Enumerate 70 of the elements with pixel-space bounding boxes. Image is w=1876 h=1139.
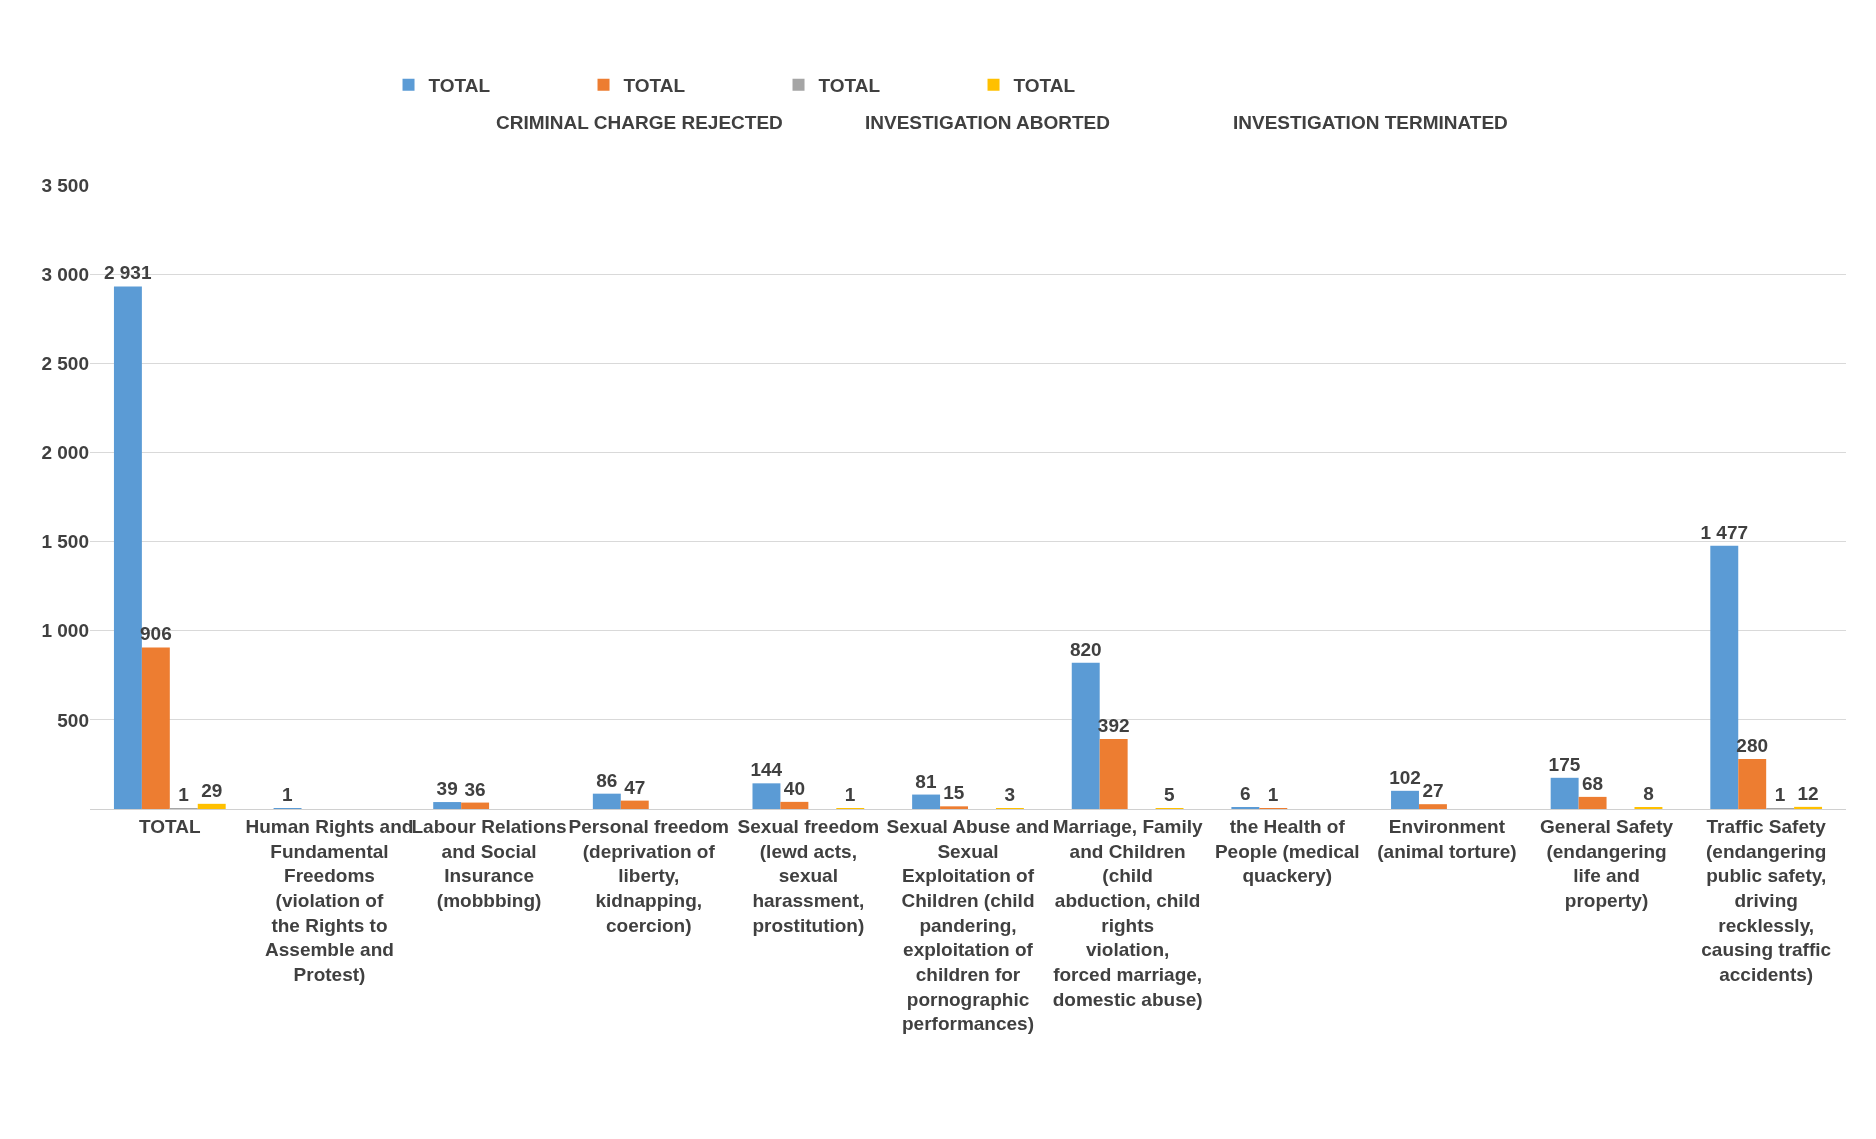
text: INVESTIGATION TERMINATED xyxy=(1233,112,1508,133)
data-label: 1 xyxy=(178,784,190,805)
data-label: 81 xyxy=(915,770,937,792)
category-label: Sexual Abuse and Sexual Exploitation of Children (child pandering, exploitation of children for pornographic performances) xyxy=(886,815,1050,1035)
bar xyxy=(1418,804,1447,809)
y-tick-label: 3 500 xyxy=(41,174,89,196)
bar xyxy=(592,793,621,809)
bar xyxy=(1071,662,1100,809)
bar xyxy=(113,286,142,809)
bar xyxy=(1391,790,1419,809)
y-tick-label: 2 500 xyxy=(41,352,89,374)
y-tick-label: 3 000 xyxy=(41,263,89,285)
data-label: 1 477 xyxy=(1700,521,1749,543)
data-label: 47 xyxy=(624,776,646,798)
text: INVESTIGATION ABORTED xyxy=(865,112,1110,133)
bar xyxy=(1738,759,1767,809)
y-tick-label: 2 000 xyxy=(41,442,89,464)
data-label: 1 xyxy=(1267,784,1279,805)
data-label: 820 xyxy=(1069,638,1102,660)
data-label: 8 xyxy=(1643,783,1654,804)
data-label: 29 xyxy=(201,779,223,801)
bar xyxy=(1578,796,1607,809)
x-tick-label: Marriage, Family and Children (child abduction, child rights violation, forced marriage, domestic abuse) xyxy=(1052,815,1204,1010)
bar xyxy=(780,801,809,809)
data-label: 40 xyxy=(783,777,805,799)
bar xyxy=(433,802,462,809)
x-tick-label: Sexual freedom (lewd acts, sexual harassment, prostitution) xyxy=(737,815,880,936)
bar xyxy=(620,800,649,809)
x-tick-label: Environment (animal torture) xyxy=(1377,815,1517,862)
data-label: 1 xyxy=(1774,784,1786,805)
bar xyxy=(1710,545,1739,809)
data-label: 39 xyxy=(436,778,458,800)
bar xyxy=(752,783,781,809)
y-tick-label: 500 xyxy=(57,709,89,731)
x-tick-label: Personal freedom (deprivation of liberty, kidnapping, coercion) xyxy=(568,815,729,936)
y-tick-label: 1 000 xyxy=(41,620,89,642)
data-label: 144 xyxy=(750,759,783,781)
data-label: 102 xyxy=(1389,766,1421,788)
data-label: 68 xyxy=(1582,772,1604,794)
y-tick-label: 1 500 xyxy=(41,531,89,553)
bar xyxy=(197,803,226,809)
bar xyxy=(912,794,941,809)
bar xyxy=(1099,739,1128,809)
x-tick-label: Traffic Safety (endangering public safety, driving recklessly, causing traffic accidents) xyxy=(1701,815,1832,985)
bar xyxy=(141,647,170,809)
bar xyxy=(940,806,968,809)
text: CRIMINAL CHARGE REJECTED xyxy=(496,112,783,133)
data-label: 27 xyxy=(1422,780,1444,802)
x-tick-label: TOTAL xyxy=(139,815,201,837)
bar xyxy=(461,802,490,809)
x-tick-label: Labour Relations and Social Insurance (mobbbing) xyxy=(411,815,567,911)
data-label: 1 xyxy=(282,784,294,805)
data-label: 15 xyxy=(943,782,965,804)
data-label: 36 xyxy=(464,778,486,800)
data-label: 5 xyxy=(1164,784,1176,805)
data-label: 12 xyxy=(1797,782,1819,804)
data-label: 2 931 xyxy=(103,262,152,284)
x-tick-label: General Safety (endangering life and property) xyxy=(1540,815,1674,911)
data-label: 6 xyxy=(1240,783,1251,804)
data-label: 175 xyxy=(1548,753,1581,775)
legend-label: TOTAL xyxy=(623,75,686,97)
data-label: 3 xyxy=(1004,784,1016,805)
legend-label: TOTAL xyxy=(818,75,881,97)
bar xyxy=(1550,777,1579,809)
legend-label: TOTAL xyxy=(428,75,491,97)
legend-label: TOTAL xyxy=(1013,75,1076,97)
x-tick-label: the Health of People (medical quackery) xyxy=(1214,815,1360,887)
bar xyxy=(1794,806,1823,809)
data-label: 86 xyxy=(596,769,618,791)
data-label: 1 xyxy=(844,784,856,805)
